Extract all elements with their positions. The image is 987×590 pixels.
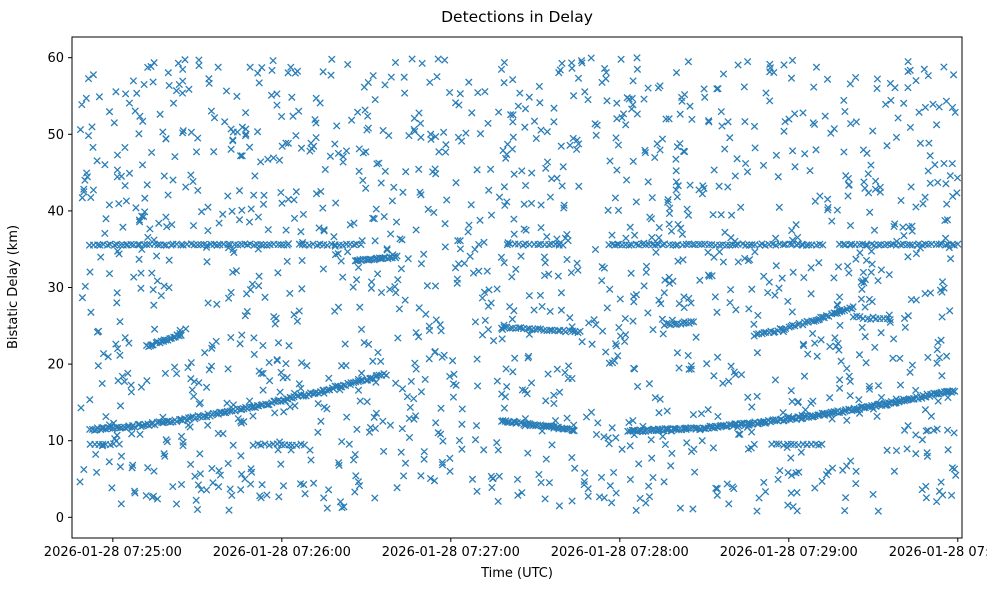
chart-title: Detections in Delay — [441, 8, 593, 26]
detection-markers-path — [76, 54, 962, 515]
y-tick-label: 40 — [47, 204, 64, 219]
y-tick-label: 60 — [47, 51, 64, 66]
y-tick-label: 10 — [47, 434, 64, 449]
x-tick-label: 2026-01-28 07:28:00 — [551, 545, 689, 560]
y-tick-label: 20 — [47, 358, 64, 373]
x-axis-label: Time (UTC) — [480, 566, 553, 581]
y-tick-label: 50 — [47, 128, 64, 143]
y-axis-label: Bistatic Delay (km) — [6, 225, 21, 349]
x-tick-label: 2026-01-28 07:27:00 — [382, 545, 520, 560]
x-tick-label: 2026-01-28 07:29:00 — [720, 545, 858, 560]
x-tick-label: 2026-01-28 07:26:00 — [213, 545, 351, 560]
x-tick-label: 2026-01-28 07:25:00 — [44, 545, 182, 560]
y-tick-label: 0 — [56, 511, 64, 526]
x-tick-label: 2026-01-28 07:30:00 — [889, 545, 987, 560]
scatter-markers — [76, 54, 962, 515]
y-tick-label: 30 — [47, 281, 64, 296]
axis-ticks: 2026-01-28 07:25:00 2026-01-28 07:26:00 20… — [44, 51, 987, 560]
axes-box — [71, 36, 963, 539]
